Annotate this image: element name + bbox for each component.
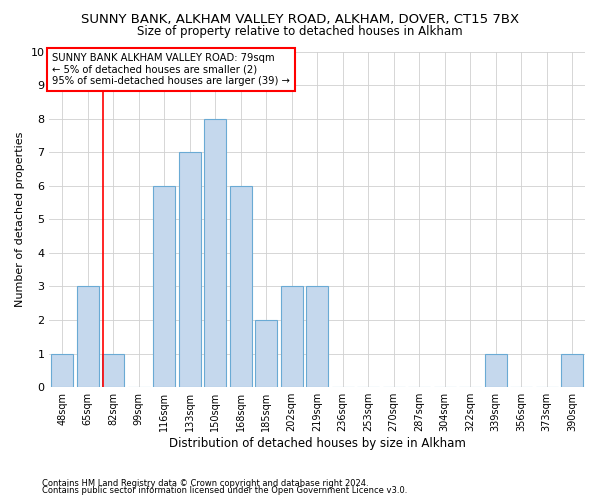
Text: Contains public sector information licensed under the Open Government Licence v3: Contains public sector information licen…	[42, 486, 407, 495]
Bar	[154, 186, 175, 387]
Bar	[307, 286, 328, 387]
Bar	[485, 354, 506, 387]
Bar	[103, 354, 124, 387]
Bar	[77, 286, 98, 387]
Bar	[281, 286, 302, 387]
Bar	[562, 354, 583, 387]
Bar	[179, 152, 200, 387]
X-axis label: Distribution of detached houses by size in Alkham: Distribution of detached houses by size …	[169, 437, 466, 450]
Text: Contains HM Land Registry data © Crown copyright and database right 2024.: Contains HM Land Registry data © Crown c…	[42, 478, 368, 488]
Y-axis label: Number of detached properties: Number of detached properties	[15, 132, 25, 307]
Bar	[205, 118, 226, 387]
Bar	[256, 320, 277, 387]
Bar	[52, 354, 73, 387]
Text: SUNNY BANK, ALKHAM VALLEY ROAD, ALKHAM, DOVER, CT15 7BX: SUNNY BANK, ALKHAM VALLEY ROAD, ALKHAM, …	[81, 12, 519, 26]
Bar	[230, 186, 251, 387]
Text: Size of property relative to detached houses in Alkham: Size of property relative to detached ho…	[137, 25, 463, 38]
Text: SUNNY BANK ALKHAM VALLEY ROAD: 79sqm
← 5% of detached houses are smaller (2)
95%: SUNNY BANK ALKHAM VALLEY ROAD: 79sqm ← 5…	[52, 53, 290, 86]
